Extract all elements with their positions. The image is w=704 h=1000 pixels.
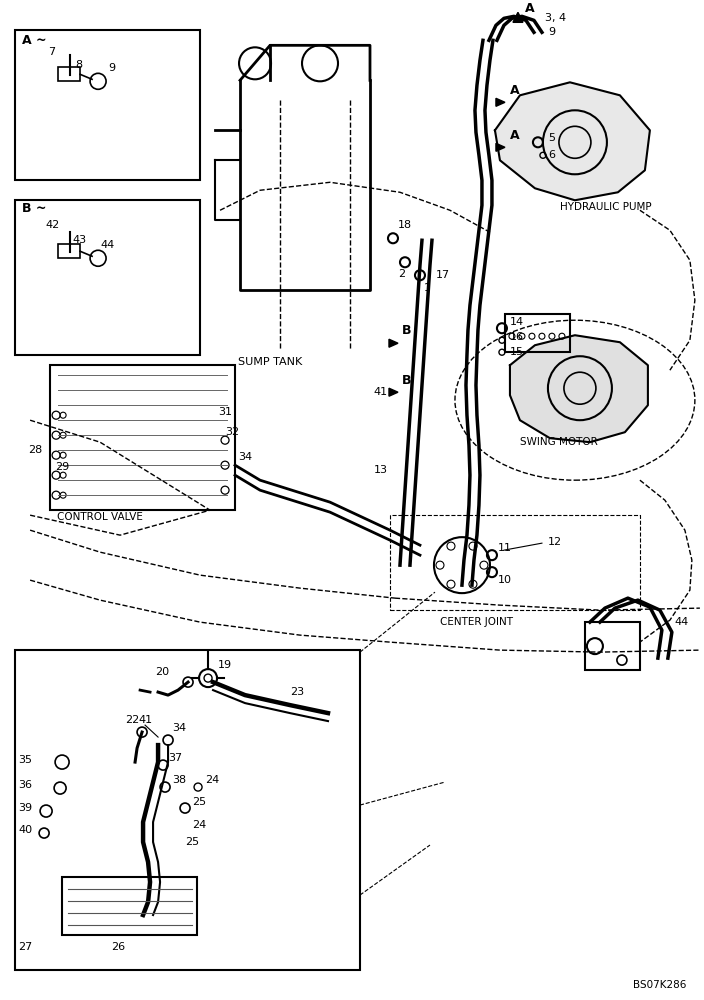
- Text: A: A: [510, 129, 520, 142]
- Text: 41: 41: [374, 387, 388, 397]
- Text: CONTROL VALVE: CONTROL VALVE: [57, 512, 143, 522]
- Text: 35: 35: [18, 755, 32, 765]
- Text: 15: 15: [510, 347, 524, 357]
- Text: 39: 39: [18, 803, 32, 813]
- Text: A ~: A ~: [22, 34, 46, 47]
- Text: 18: 18: [398, 220, 412, 230]
- Bar: [62, 877, 197, 935]
- Text: 9: 9: [108, 63, 115, 73]
- Text: 23: 23: [290, 687, 304, 697]
- Text: 8: 8: [75, 60, 82, 70]
- Text: B: B: [402, 374, 411, 387]
- Text: SUMP TANK: SUMP TANK: [238, 357, 302, 367]
- Bar: [50, 365, 235, 510]
- Text: BS07K286: BS07K286: [633, 980, 686, 990]
- Text: B: B: [402, 324, 411, 337]
- Bar: [15, 650, 360, 970]
- Text: 7: 7: [49, 47, 56, 57]
- Text: 25: 25: [192, 797, 206, 807]
- Text: 17: 17: [436, 270, 450, 280]
- Text: 22: 22: [125, 715, 139, 725]
- Text: 16: 16: [510, 332, 524, 342]
- Polygon shape: [495, 82, 650, 200]
- Text: 19: 19: [218, 660, 232, 670]
- Text: 20: 20: [155, 667, 169, 677]
- Text: B ~: B ~: [22, 202, 46, 215]
- Polygon shape: [389, 388, 398, 396]
- Bar: [390, 515, 640, 610]
- Text: 43: 43: [72, 235, 86, 245]
- Text: CENTER JOINT: CENTER JOINT: [440, 617, 513, 627]
- Text: 40: 40: [18, 825, 32, 835]
- Text: 6: 6: [548, 150, 555, 160]
- Bar: [15, 200, 200, 355]
- Polygon shape: [510, 335, 648, 442]
- Text: 32: 32: [225, 427, 239, 437]
- Text: 11: 11: [498, 543, 512, 553]
- Text: 38: 38: [172, 775, 186, 785]
- Text: SWING MOTOR: SWING MOTOR: [520, 437, 598, 447]
- Text: 2: 2: [398, 269, 405, 279]
- Text: 44: 44: [100, 240, 114, 250]
- Text: 3, 4: 3, 4: [545, 13, 566, 23]
- Text: 44: 44: [675, 617, 689, 627]
- Text: 34: 34: [172, 723, 186, 733]
- Text: 10: 10: [498, 575, 512, 585]
- Text: 24: 24: [192, 820, 206, 830]
- Text: 1: 1: [424, 283, 431, 293]
- Polygon shape: [496, 143, 505, 151]
- Text: HYDRAULIC PUMP: HYDRAULIC PUMP: [560, 202, 652, 212]
- Text: A: A: [510, 84, 520, 97]
- Text: 24: 24: [205, 775, 220, 785]
- Bar: [505, 314, 570, 352]
- Polygon shape: [513, 12, 523, 22]
- Text: A: A: [525, 2, 534, 15]
- Text: 31: 31: [218, 407, 232, 417]
- Polygon shape: [389, 339, 398, 347]
- Text: 12: 12: [548, 537, 562, 547]
- Polygon shape: [496, 98, 505, 106]
- Text: 5: 5: [548, 133, 555, 143]
- Text: 42: 42: [45, 220, 59, 230]
- Text: 25: 25: [185, 837, 199, 847]
- Text: 34: 34: [238, 452, 252, 462]
- Text: 27: 27: [18, 942, 32, 952]
- Text: 29: 29: [55, 462, 70, 472]
- Text: 13: 13: [374, 465, 388, 475]
- Text: 14: 14: [510, 317, 524, 327]
- Text: 41: 41: [138, 715, 152, 725]
- Bar: [58, 67, 80, 81]
- Bar: [585, 622, 640, 670]
- Bar: [58, 244, 80, 258]
- Text: 36: 36: [18, 780, 32, 790]
- Text: 28: 28: [28, 445, 42, 455]
- Text: 26: 26: [111, 942, 125, 952]
- Text: 9: 9: [548, 27, 555, 37]
- Text: 37: 37: [168, 753, 182, 763]
- Bar: [15, 30, 200, 180]
